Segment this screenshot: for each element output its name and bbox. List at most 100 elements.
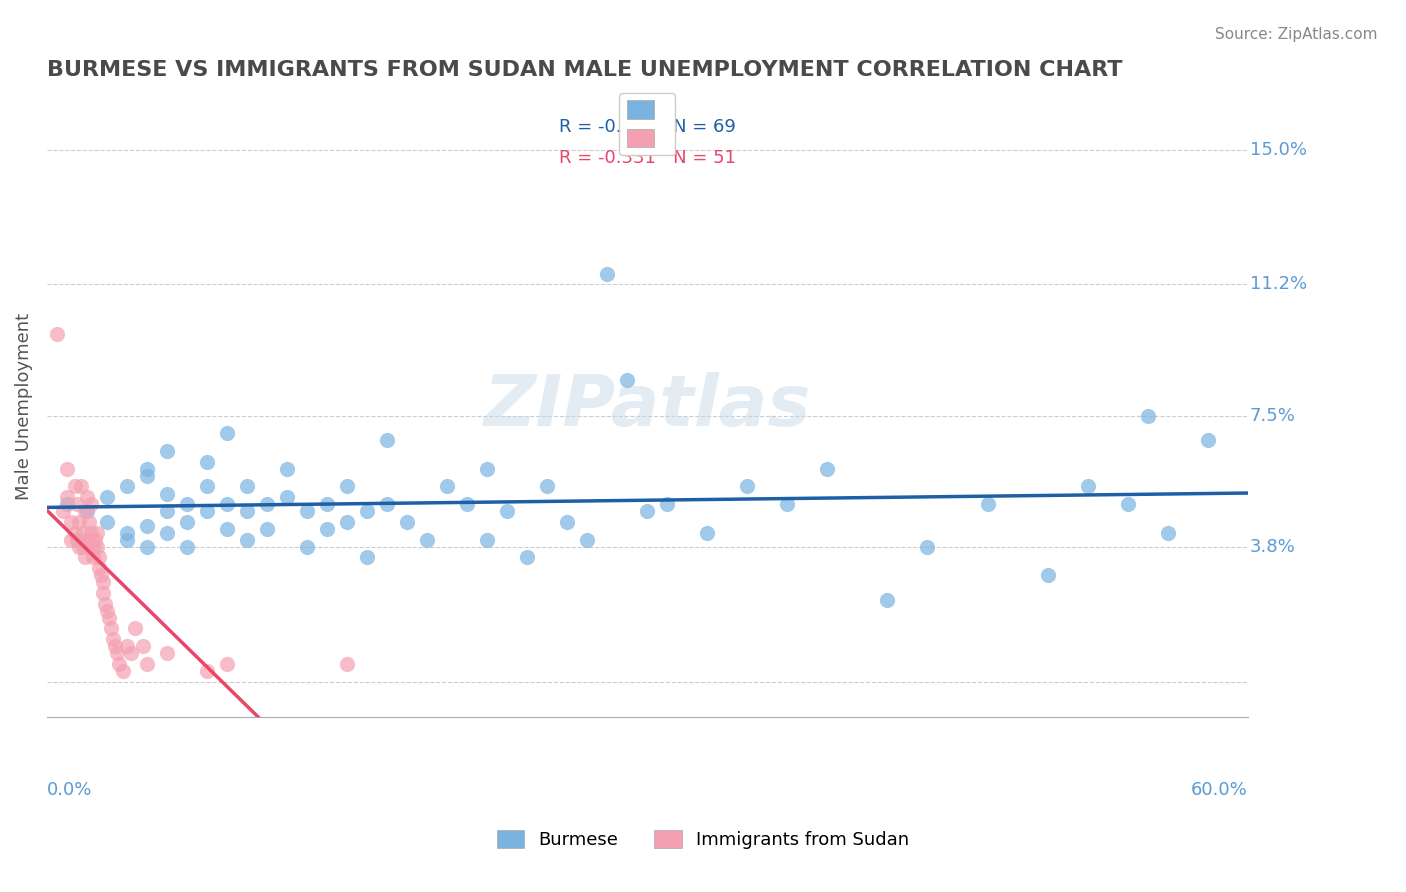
Point bbox=[156, 486, 179, 500]
Point bbox=[195, 504, 218, 518]
Point bbox=[236, 533, 259, 547]
Point bbox=[96, 515, 118, 529]
Point bbox=[115, 479, 138, 493]
Text: 11.2%: 11.2% bbox=[1250, 276, 1306, 293]
Point bbox=[82, 540, 104, 554]
Point bbox=[77, 540, 100, 554]
Point bbox=[215, 522, 238, 536]
Text: 0.0%: 0.0% bbox=[46, 780, 93, 799]
Point bbox=[45, 326, 67, 341]
Point bbox=[236, 479, 259, 493]
Text: BURMESE VS IMMIGRANTS FROM SUDAN MALE UNEMPLOYMENT CORRELATION CHART: BURMESE VS IMMIGRANTS FROM SUDAN MALE UN… bbox=[46, 60, 1122, 79]
Point bbox=[124, 621, 146, 635]
Text: 7.5%: 7.5% bbox=[1250, 407, 1295, 425]
Point bbox=[636, 504, 658, 518]
Point bbox=[104, 639, 127, 653]
Point bbox=[356, 504, 378, 518]
Point bbox=[295, 540, 318, 554]
Point bbox=[195, 479, 218, 493]
Point bbox=[236, 504, 259, 518]
Point bbox=[70, 479, 93, 493]
Point bbox=[336, 515, 359, 529]
Point bbox=[1077, 479, 1099, 493]
Point bbox=[195, 664, 218, 678]
Point bbox=[156, 646, 179, 660]
Point bbox=[1116, 497, 1139, 511]
Point bbox=[375, 434, 398, 448]
Text: R = -0.047   N = 69: R = -0.047 N = 69 bbox=[558, 118, 735, 136]
Point bbox=[86, 525, 108, 540]
Point bbox=[91, 575, 114, 590]
Point bbox=[256, 497, 278, 511]
Point bbox=[815, 462, 838, 476]
Point bbox=[477, 462, 499, 476]
Point bbox=[67, 540, 90, 554]
Point bbox=[456, 497, 478, 511]
Point bbox=[101, 632, 124, 646]
Point bbox=[917, 540, 939, 554]
Point bbox=[52, 504, 75, 518]
Point bbox=[56, 497, 79, 511]
Point bbox=[316, 497, 339, 511]
Point bbox=[63, 479, 86, 493]
Point bbox=[496, 504, 519, 518]
Point bbox=[87, 561, 110, 575]
Point bbox=[356, 550, 378, 565]
Point bbox=[72, 525, 94, 540]
Point bbox=[59, 533, 82, 547]
Point bbox=[115, 639, 138, 653]
Point bbox=[375, 497, 398, 511]
Text: 15.0%: 15.0% bbox=[1250, 141, 1306, 159]
Point bbox=[737, 479, 759, 493]
Point bbox=[136, 518, 159, 533]
Point bbox=[73, 550, 96, 565]
Point bbox=[132, 639, 155, 653]
Point bbox=[156, 504, 179, 518]
Point bbox=[136, 468, 159, 483]
Point bbox=[516, 550, 538, 565]
Point bbox=[90, 568, 112, 582]
Point bbox=[76, 490, 98, 504]
Point bbox=[56, 462, 79, 476]
Point bbox=[215, 426, 238, 441]
Point bbox=[96, 490, 118, 504]
Point bbox=[91, 586, 114, 600]
Point bbox=[72, 540, 94, 554]
Point bbox=[120, 646, 142, 660]
Point bbox=[776, 497, 799, 511]
Point bbox=[59, 515, 82, 529]
Point bbox=[97, 610, 120, 624]
Point bbox=[256, 522, 278, 536]
Point bbox=[84, 533, 107, 547]
Point bbox=[576, 533, 599, 547]
Point bbox=[396, 515, 419, 529]
Point bbox=[80, 497, 103, 511]
Point bbox=[87, 550, 110, 565]
Point bbox=[976, 497, 998, 511]
Point bbox=[215, 657, 238, 671]
Point bbox=[876, 593, 898, 607]
Point bbox=[1197, 434, 1219, 448]
Point bbox=[136, 657, 159, 671]
Point bbox=[115, 533, 138, 547]
Point bbox=[316, 522, 339, 536]
Text: R = -0.331   N = 51: R = -0.331 N = 51 bbox=[558, 149, 735, 167]
Point bbox=[105, 646, 128, 660]
Point bbox=[176, 540, 198, 554]
Point bbox=[596, 267, 619, 281]
Point bbox=[1036, 568, 1059, 582]
Point bbox=[276, 490, 298, 504]
Point bbox=[56, 490, 79, 504]
Point bbox=[136, 540, 159, 554]
Point bbox=[67, 515, 90, 529]
Point bbox=[111, 664, 134, 678]
Legend: , : , bbox=[619, 93, 675, 155]
Point bbox=[696, 525, 718, 540]
Point bbox=[80, 525, 103, 540]
Point bbox=[195, 455, 218, 469]
Point bbox=[215, 497, 238, 511]
Point bbox=[115, 525, 138, 540]
Point bbox=[477, 533, 499, 547]
Point bbox=[94, 597, 117, 611]
Text: 3.8%: 3.8% bbox=[1250, 538, 1295, 556]
